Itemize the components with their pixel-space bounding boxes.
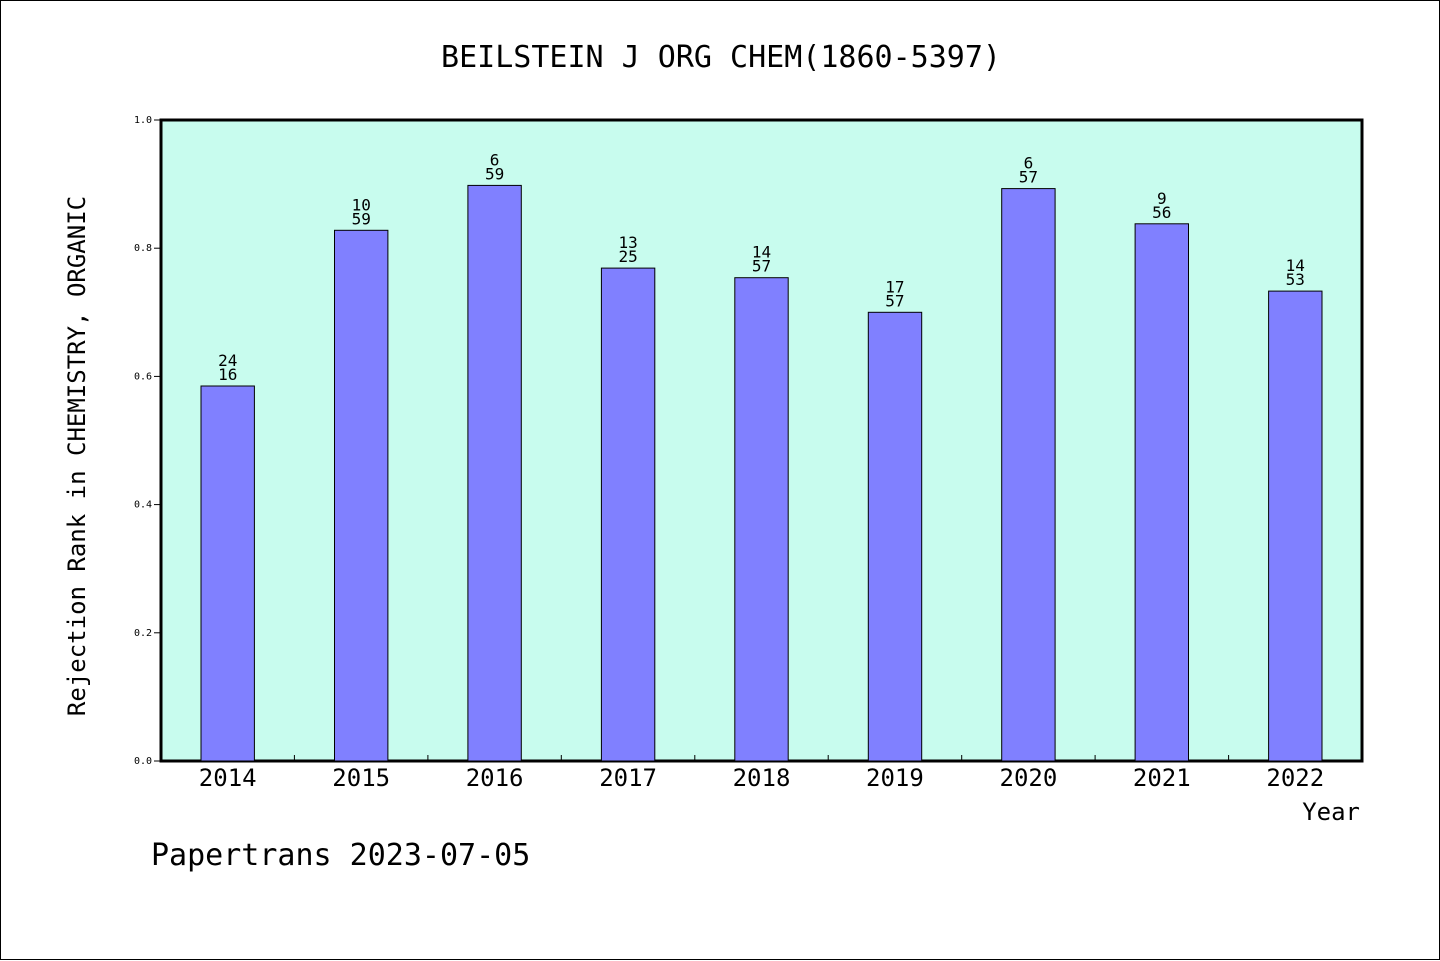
- x-axis-label: Year: [1302, 798, 1360, 826]
- bar-label-bottom-2015: 59: [352, 209, 371, 228]
- bar-label-bottom-2017: 25: [618, 247, 637, 266]
- bar-2022: [1268, 290, 1323, 762]
- y-tick-label: 0.4: [134, 500, 152, 511]
- x-tick-label-2017: 2017: [599, 764, 657, 792]
- y-tick-label: 0.8: [134, 243, 152, 254]
- bar-label-bottom-2014: 16: [218, 365, 237, 384]
- bar-label-top-2014: 24: [218, 351, 237, 370]
- x-tick-label-2019: 2019: [866, 764, 924, 792]
- bar-label-top-2016: 6: [490, 150, 500, 169]
- bar-2018: [734, 277, 789, 762]
- y-tick-label: 0.0: [134, 756, 152, 767]
- x-tick-label-2016: 2016: [466, 764, 524, 792]
- y-tick-label: 0.6: [134, 371, 152, 382]
- x-tick-label-2014: 2014: [199, 764, 257, 792]
- bar-label-top-2022: 14: [1286, 256, 1305, 275]
- chart-title: BEILSTEIN J ORG CHEM(1860-5397): [441, 40, 1001, 75]
- bar-label-top-2017: 13: [618, 233, 637, 252]
- footer-text: Papertrans 2023-07-05: [151, 838, 530, 873]
- bar-2019: [867, 311, 923, 762]
- bar-label-bottom-2020: 57: [1019, 168, 1038, 187]
- bar-2020: [1001, 188, 1056, 762]
- bar-2021: [1134, 223, 1189, 762]
- x-tick-label-2018: 2018: [733, 764, 791, 792]
- bar-label-top-2018: 14: [752, 243, 771, 262]
- bar-2016: [467, 184, 522, 762]
- x-axis-ticks: 2014 2015 2016 2017 2018 2019 2020 2021 2022: [199, 755, 1324, 792]
- bar-2017: [600, 267, 656, 762]
- bar-label-top-2015: 10: [352, 195, 371, 214]
- bar-label-top-2020: 6: [1024, 154, 1034, 173]
- x-tick-label-2015: 2015: [332, 764, 390, 792]
- x-tick-label-2022: 2022: [1266, 764, 1324, 792]
- y-axis-label: Rejection Rank in CHEMISTRY, ORGANIC: [63, 196, 91, 716]
- bar-label-bottom-2022: 53: [1286, 270, 1305, 289]
- x-tick-label-2020: 2020: [1000, 764, 1058, 792]
- bar-label-bottom-2021: 56: [1152, 203, 1171, 222]
- bar-label-top-2019: 17: [885, 277, 904, 296]
- y-tick-label: 0.2: [134, 628, 152, 639]
- bar-label-bottom-2016: 59: [485, 164, 504, 183]
- bar-2015: [334, 229, 389, 762]
- bar-label-top-2021: 9: [1157, 189, 1167, 208]
- bar-2014: [200, 385, 255, 762]
- bar-label-bottom-2018: 57: [752, 257, 771, 276]
- y-axis-ticks: 0.0 0.2 0.4 0.6 0.8 1.0: [134, 115, 161, 767]
- y-tick-label: 1.0: [134, 115, 152, 126]
- bar-label-bottom-2019: 57: [885, 291, 904, 310]
- x-tick-label-2021: 2021: [1133, 764, 1191, 792]
